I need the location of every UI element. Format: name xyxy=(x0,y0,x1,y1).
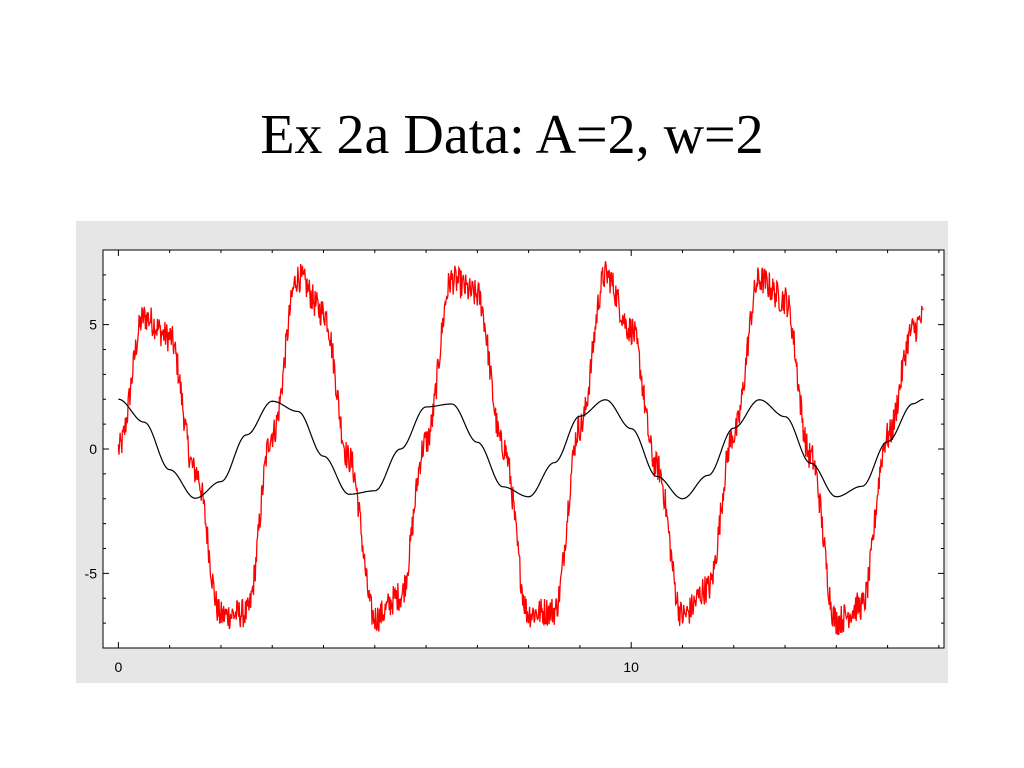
series-layer xyxy=(117,261,924,636)
line-chart: 0 10 5 0 -5 xyxy=(85,249,945,675)
series-line-model xyxy=(118,398,924,500)
slide-title: Ex 2a Data: A=2, w=2 xyxy=(260,104,764,166)
chart-frame: 0 10 5 0 -5 xyxy=(76,221,948,683)
x-tick-label: 10 xyxy=(623,659,639,675)
x-tick-label: 0 xyxy=(114,659,122,675)
major-ticks xyxy=(103,250,944,648)
y-tick-label: 5 xyxy=(89,317,97,333)
y-tick-label: -5 xyxy=(85,565,98,581)
series-line-noisy xyxy=(117,261,924,636)
y-tick-label: 0 xyxy=(89,441,97,457)
tick-labels: 0 10 5 0 -5 xyxy=(85,317,640,675)
plot-area xyxy=(102,249,945,649)
minor-ticks xyxy=(103,249,944,649)
